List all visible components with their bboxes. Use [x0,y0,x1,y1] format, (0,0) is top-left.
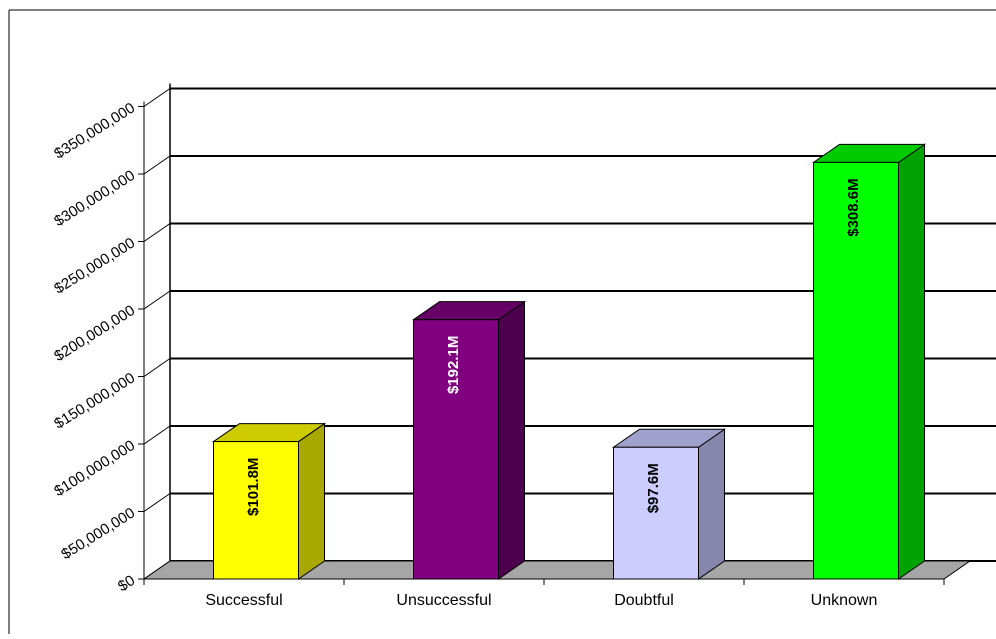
x-axis: Successful Unsuccessful Doubtful Unknown [143,578,945,609]
bar-front [213,441,299,580]
bar-side [498,300,525,580]
bar-data-label: $97.6M [645,463,662,513]
bar-side [898,143,925,580]
x-tick-label: Unsuccessful [396,592,491,609]
y-tick-label: $300,000,000 [51,167,138,230]
bar-data-label: $308.6M [845,178,862,236]
bar: $192.1M [411,300,527,580]
bar-data-label: $192.1M [445,336,462,394]
x-tick-label: Successful [205,592,282,609]
gridline-side [143,425,171,445]
y-tick-label: $200,000,000 [51,302,138,365]
y-tick-label: $150,000,000 [51,369,138,432]
bar-side [298,422,325,580]
gridline-side [143,88,171,107]
gridline-side [143,223,171,242]
chart-walls [143,83,171,579]
bar: $101.8M [211,422,327,580]
gridline-side [143,290,171,310]
bar: $308.6M [811,143,927,580]
y-tick-label: $100,000,000 [51,437,138,500]
gridline-side [143,358,171,377]
x-tick-label: Unknown [811,592,878,609]
y-axis: $0 $50,000,000$100,000,000$150,000,000$20… [51,99,144,595]
bars: $101.8M $192.1M $97.6M $308.6M [211,143,927,580]
y-tick-label: $0 [115,572,138,595]
y-tick-label: $350,000,000 [51,99,138,162]
bar: $97.6M [611,428,727,580]
bar-data-label: $101.8M [245,458,262,516]
y-tick-label: $250,000,000 [51,234,138,297]
gridline-side [143,493,171,512]
y-tick-label: $50,000,000 [58,504,138,563]
bar-front [413,319,499,580]
gridline-side [143,155,171,175]
bar-front [813,161,899,580]
bar-side [698,428,725,580]
bar-front [613,446,699,580]
x-tick-label: Doubtful [614,592,674,609]
